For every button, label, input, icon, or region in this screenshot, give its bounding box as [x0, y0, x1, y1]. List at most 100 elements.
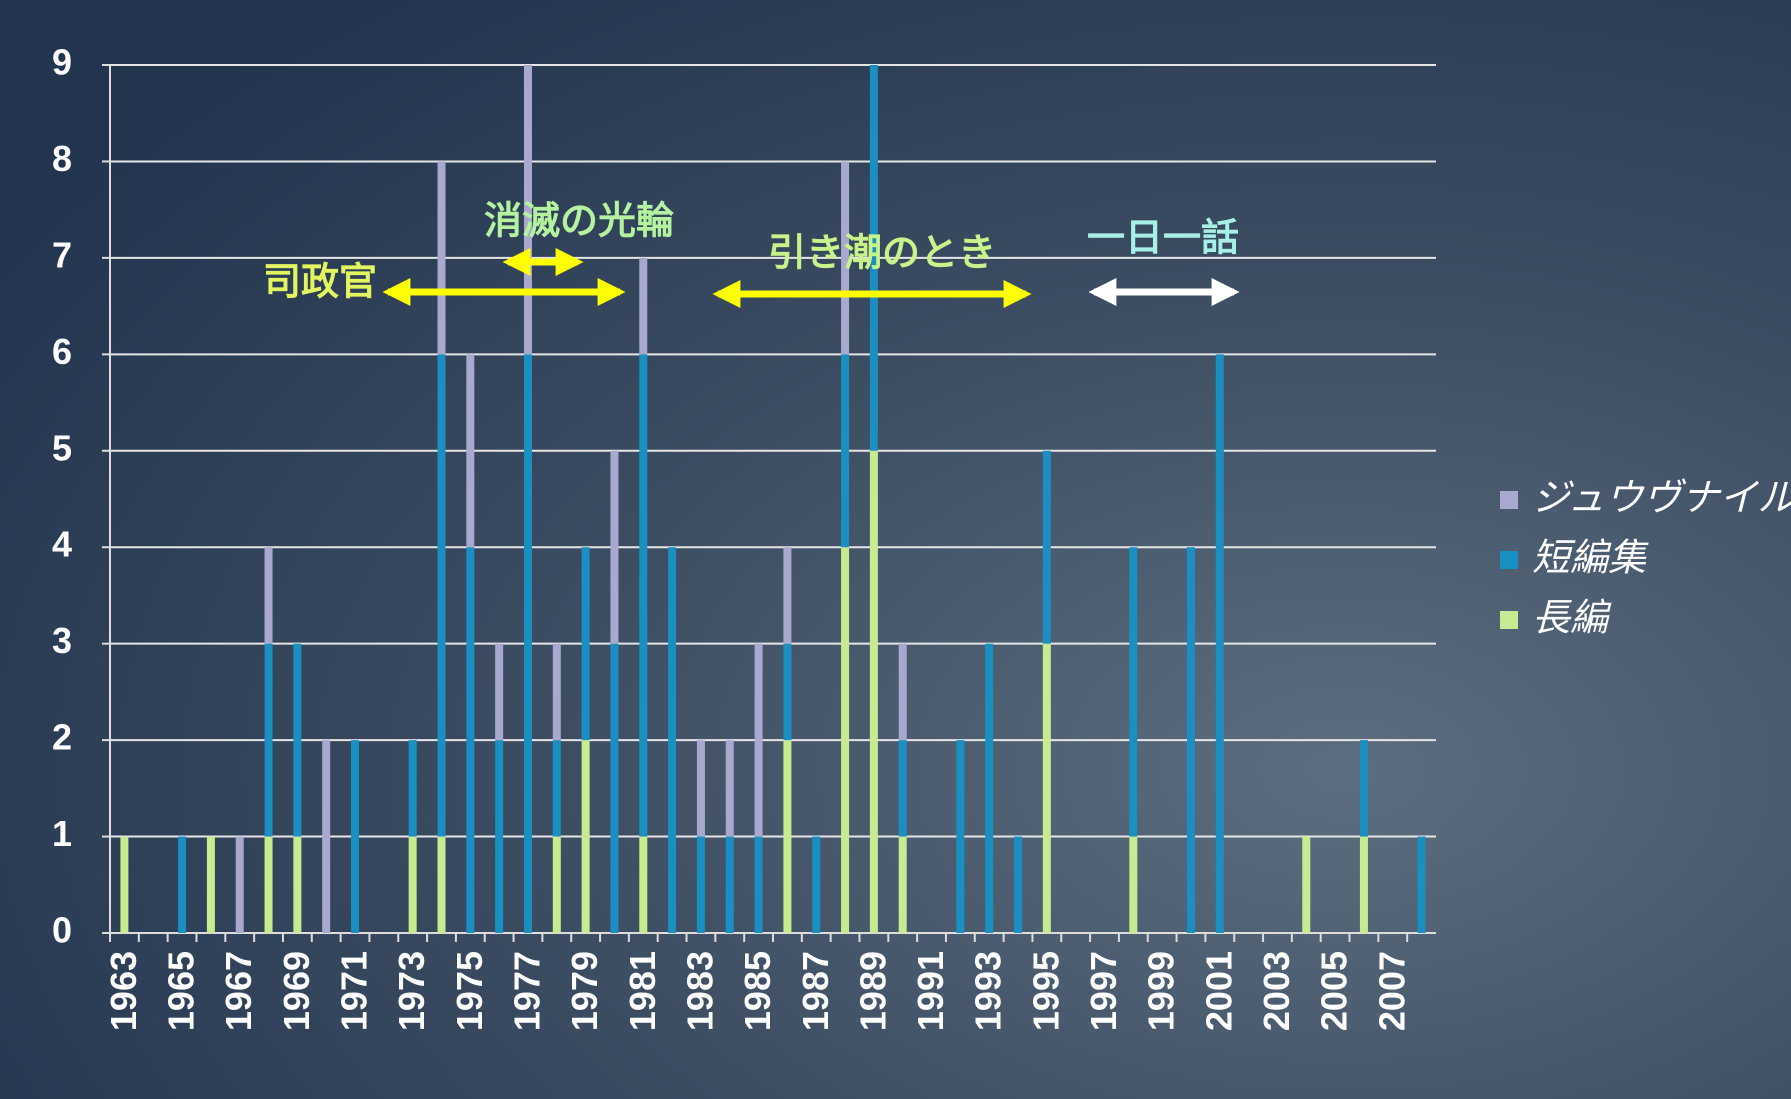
bar-segment [870, 451, 878, 933]
bar-segment [438, 837, 446, 933]
x-tick-label: 1989 [852, 951, 893, 1031]
bar-segment [639, 354, 647, 836]
legend-label: 短編集 [1532, 536, 1649, 580]
legend-swatch [1500, 491, 1518, 509]
y-tick-label: 7 [52, 234, 72, 275]
bar-segment [697, 740, 705, 836]
bar-segment [610, 451, 618, 644]
bar-segment [899, 644, 907, 740]
x-tick-label: 1969 [276, 951, 317, 1031]
bar-segment [1216, 354, 1224, 933]
bar-segment [1187, 547, 1195, 933]
bar-segment [409, 740, 417, 836]
bar-segment [265, 547, 273, 643]
x-tick-label: 1981 [622, 951, 663, 1031]
x-tick-label: 1965 [161, 951, 202, 1031]
x-tick-label: 1975 [449, 951, 490, 1031]
x-tick-label: 1987 [795, 951, 836, 1031]
x-tick-label: 2005 [1314, 951, 1355, 1031]
bar-segment [495, 740, 503, 933]
y-tick-label: 1 [52, 813, 72, 854]
annotation-text: 消滅の光輪 [484, 199, 674, 243]
bar-segment [582, 547, 590, 740]
x-tick-label: 1993 [968, 951, 1009, 1031]
legend-swatch [1500, 611, 1518, 629]
x-tick-label: 2003 [1256, 951, 1297, 1031]
x-tick-label: 2001 [1198, 951, 1239, 1031]
bar-segment [783, 644, 791, 740]
y-tick-label: 0 [52, 910, 72, 951]
y-tick-label: 5 [52, 427, 72, 468]
bar-segment [265, 644, 273, 837]
x-tick-label: 1967 [218, 951, 259, 1031]
bar-segment [293, 837, 301, 933]
y-tick-label: 8 [52, 138, 72, 179]
bar-segment [553, 837, 561, 933]
bar-segment [466, 547, 474, 933]
bar-segment [466, 354, 474, 547]
y-tick-label: 6 [52, 331, 72, 372]
annotation-text: 司政官 [263, 260, 377, 304]
bar-segment [1302, 837, 1310, 933]
bar-segment [553, 740, 561, 836]
x-tick-label: 1973 [391, 951, 432, 1031]
y-tick-label: 3 [52, 620, 72, 661]
x-tick-label: 1963 [103, 951, 144, 1031]
bar-segment [812, 837, 820, 933]
bar-segment [668, 547, 676, 933]
bar-segment [1043, 644, 1051, 933]
x-tick-label: 1971 [334, 951, 375, 1031]
bar-segment [985, 644, 993, 933]
y-tick-label: 2 [52, 717, 72, 758]
bar-segment [120, 837, 128, 933]
legend-swatch [1500, 551, 1518, 569]
bar-segment [755, 644, 763, 837]
bar-segment [1129, 547, 1137, 836]
bar-segment [582, 740, 590, 933]
bar-segment [697, 837, 705, 933]
bar-segment [265, 837, 273, 933]
x-tick-label: 1999 [1141, 951, 1182, 1031]
x-tick-label: 1985 [737, 951, 778, 1031]
bar-segment [956, 740, 964, 933]
bar-segment [524, 354, 532, 933]
bar-segment [639, 258, 647, 354]
y-tick-label: 9 [52, 42, 72, 83]
x-tick-label: 1977 [506, 951, 547, 1031]
bar-segment [755, 837, 763, 933]
x-tick-label: 1995 [1025, 951, 1066, 1031]
bar-segment [438, 161, 446, 354]
x-tick-label: 1991 [910, 951, 951, 1031]
bar-segment [1360, 740, 1368, 836]
bar-segment [783, 740, 791, 933]
bar-segment [236, 837, 244, 933]
bar-segment [351, 740, 359, 933]
bar-segment [495, 644, 503, 740]
bar-segment [1360, 837, 1368, 933]
legend-label: ジュウヴナイル [1532, 476, 1791, 520]
bar-segment [322, 740, 330, 933]
chart: 0 1 2 3 4 5 6 7 8 9 1963 1965 1967 1969 1971 1973 1975 19… [0, 0, 1791, 1099]
bar-segment [553, 644, 561, 740]
bar-segment [899, 740, 907, 836]
bar-segment [1418, 837, 1426, 933]
bar-segment [610, 644, 618, 933]
bar-segment [207, 837, 215, 933]
bar-segment [409, 837, 417, 933]
bar-segment [639, 837, 647, 933]
bar-segment [178, 837, 186, 933]
bar-segment [726, 740, 734, 836]
bar-segment [1043, 451, 1051, 644]
bar-segment [1129, 837, 1137, 933]
bar-segment [841, 547, 849, 933]
x-tick-label: 1979 [564, 951, 605, 1031]
bar-segment [783, 547, 791, 643]
x-tick-label: 1983 [679, 951, 720, 1031]
legend-label: 長編 [1532, 596, 1612, 640]
annotation-text: 一日一話 [1087, 216, 1239, 260]
annotation-text: 引き潮のとき [768, 231, 996, 275]
x-tick-label: 1997 [1083, 951, 1124, 1031]
y-tick-label: 4 [52, 524, 72, 565]
bar-segment [438, 354, 446, 836]
bar-segment [841, 354, 849, 547]
